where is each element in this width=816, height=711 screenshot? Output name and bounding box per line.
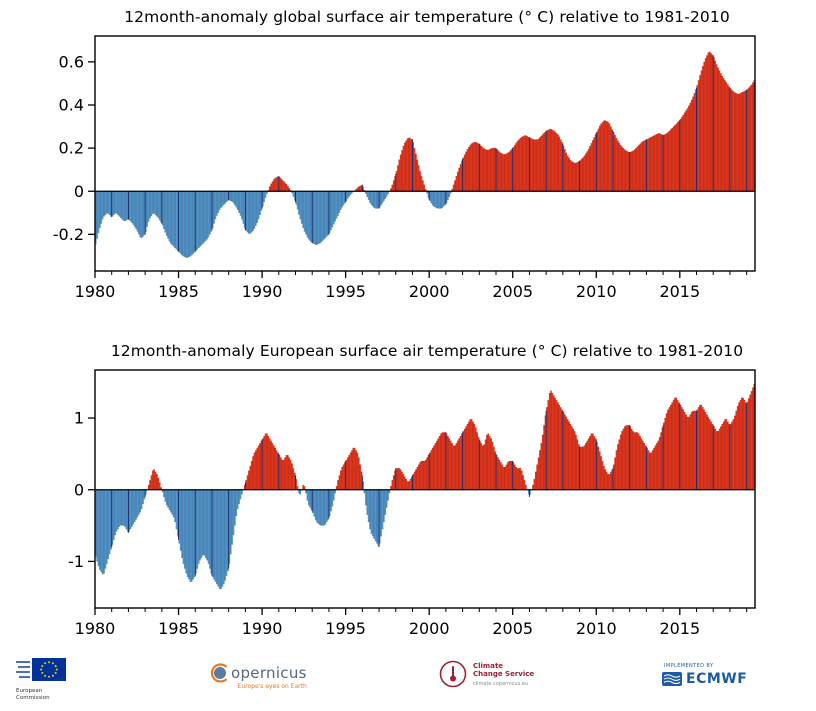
svg-text:2000: 2000 <box>409 619 450 638</box>
climate-service-icon <box>439 660 467 688</box>
svg-text:0.6: 0.6 <box>59 52 84 71</box>
svg-text:-0.2: -0.2 <box>53 225 84 244</box>
svg-text:0: 0 <box>74 182 84 201</box>
global-anomaly-plot: 1980 1985 1990 1995 2000 2005 2010 2015 0.6 0.4 0.… <box>53 35 756 301</box>
ecmwf-logo: IMPLEMENTED BY ECMWF <box>662 663 747 687</box>
european-anomaly-plot: 1980 1985 1990 1995 2000 2005 2010 2015 1 0 -1 <box>68 369 756 638</box>
climate-bulletin-page: 12month-anomaly global surface air tempe… <box>0 8 816 711</box>
european-commission-logo: European Commission <box>16 657 86 701</box>
svg-text:0.4: 0.4 <box>59 96 84 115</box>
svg-text:1985: 1985 <box>158 282 199 301</box>
ecmwf-implemented-by: IMPLEMENTED BY <box>664 663 714 669</box>
copernicus-tagline: Europe's eyes on Earth <box>237 683 307 690</box>
svg-text:2010: 2010 <box>576 282 617 301</box>
copernicus-name: opernicus <box>231 664 307 682</box>
svg-text:1995: 1995 <box>325 619 366 638</box>
climate-service-url: climate.copernicus.eu <box>473 680 529 687</box>
svg-text:2015: 2015 <box>659 619 700 638</box>
svg-text:2010: 2010 <box>576 619 617 638</box>
svg-text:2005: 2005 <box>492 619 533 638</box>
climate-service-text: Climate Change Service climate.copernicu… <box>473 661 535 687</box>
chart-title-european: 12month-anomaly European surface air tem… <box>110 342 744 360</box>
svg-text:1980: 1980 <box>75 619 116 638</box>
ecmwf-flag-icon <box>662 672 682 686</box>
svg-text:0.2: 0.2 <box>59 139 84 158</box>
european-anomaly-chart: 12month-anomaly European surface air tem… <box>0 342 816 653</box>
svg-text:-1: -1 <box>68 552 84 571</box>
svg-text:1: 1 <box>74 409 84 428</box>
svg-text:1980: 1980 <box>75 282 116 301</box>
copernicus-c-icon <box>210 663 228 683</box>
climate-change-service-logo: Climate Change Service climate.copernicu… <box>438 659 534 689</box>
svg-text:0: 0 <box>74 480 84 499</box>
svg-text:2000: 2000 <box>409 282 450 301</box>
svg-text:1995: 1995 <box>325 282 366 301</box>
copernicus-logo: opernicus Europe's eyes on Earth <box>210 663 307 690</box>
svg-text:2005: 2005 <box>492 282 533 301</box>
svg-text:2015: 2015 <box>659 282 700 301</box>
eu-caption: European Commission <box>16 688 50 701</box>
svg-text:1985: 1985 <box>158 619 199 638</box>
svg-text:1990: 1990 <box>242 282 283 301</box>
global-anomaly-chart: 12month-anomaly global surface air tempe… <box>0 8 816 316</box>
ecmwf-name: ECMWF <box>686 671 748 687</box>
chart-title-global: 12month-anomaly global surface air tempe… <box>124 8 730 26</box>
svg-text:1990: 1990 <box>242 619 283 638</box>
eu-flag-icon <box>16 658 66 681</box>
footer-logos: European Commission opernicus Europe's e… <box>0 655 816 711</box>
